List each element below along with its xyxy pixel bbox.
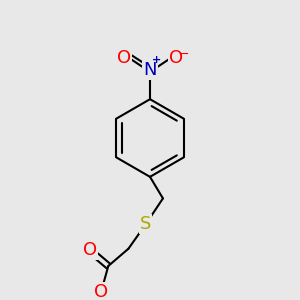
Text: O: O bbox=[82, 241, 97, 259]
Text: N: N bbox=[143, 61, 157, 80]
Text: −: − bbox=[179, 48, 189, 61]
Text: O: O bbox=[169, 49, 183, 67]
Text: O: O bbox=[94, 283, 108, 300]
Text: +: + bbox=[152, 55, 161, 64]
Text: O: O bbox=[117, 49, 131, 67]
Text: S: S bbox=[140, 215, 152, 233]
